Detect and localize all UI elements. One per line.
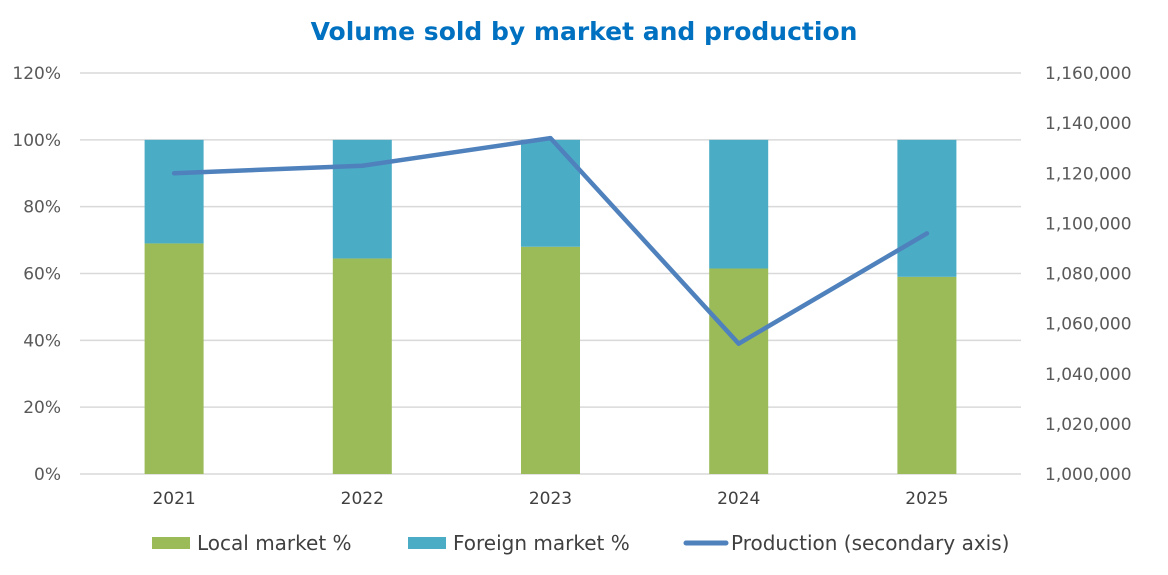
bar-foreign-2021 bbox=[144, 139, 204, 244]
bar-local-2025 bbox=[897, 276, 957, 474]
y-tick-label: 20% bbox=[23, 398, 61, 418]
y-tick-label: 60% bbox=[23, 265, 61, 285]
legend-label-0: Local market % bbox=[197, 531, 352, 555]
bar-local-2024 bbox=[709, 268, 769, 474]
chart-title: Volume sold by market and production bbox=[311, 17, 858, 46]
y2-tick-label: 1,140,000 bbox=[1045, 114, 1132, 134]
x-tick-label: 2022 bbox=[341, 489, 384, 509]
y2-tick-label: 1,040,000 bbox=[1045, 365, 1132, 385]
y2-tick-label: 1,060,000 bbox=[1045, 315, 1132, 335]
legend: Local market % Foreign market % Production… bbox=[152, 531, 1009, 555]
y2-tick-label: 1,100,000 bbox=[1045, 214, 1132, 234]
y2-tick-label: 1,000,000 bbox=[1045, 465, 1132, 485]
production-point-2022 bbox=[360, 163, 365, 168]
category-axis-ticks: 2021 2022 2023 2024 2025 bbox=[152, 489, 948, 509]
legend-label-2: Production (secondary axis) bbox=[731, 531, 1009, 555]
y-tick-label: 100% bbox=[12, 131, 61, 151]
bars bbox=[144, 139, 957, 474]
x-tick-label: 2025 bbox=[905, 489, 948, 509]
primary-axis-ticks: 0% 20% 40% 60% 80% 100% 120% bbox=[12, 64, 61, 485]
production-line bbox=[171, 135, 930, 346]
bar-foreign-2022 bbox=[332, 139, 392, 259]
secondary-axis-ticks: 1,000,000 1,020,000 1,040,000 1,060,000 1,08… bbox=[1045, 64, 1132, 485]
x-tick-label: 2021 bbox=[152, 489, 195, 509]
y2-tick-label: 1,160,000 bbox=[1045, 64, 1132, 84]
production-point-2023 bbox=[548, 136, 553, 141]
bar-foreign-2023 bbox=[521, 139, 580, 247]
production-point-2021 bbox=[172, 171, 177, 176]
x-tick-label: 2024 bbox=[717, 489, 760, 509]
y-tick-label: 0% bbox=[34, 465, 61, 485]
production-point-2025 bbox=[924, 231, 929, 236]
y-tick-label: 40% bbox=[23, 331, 61, 351]
x-tick-label: 2023 bbox=[529, 489, 572, 509]
bar-local-2023 bbox=[521, 246, 580, 474]
legend-swatch-1 bbox=[408, 537, 446, 549]
y2-tick-label: 1,120,000 bbox=[1045, 164, 1132, 184]
y2-tick-label: 1,020,000 bbox=[1045, 415, 1132, 435]
y2-tick-label: 1,080,000 bbox=[1045, 265, 1132, 285]
y-tick-label: 120% bbox=[12, 64, 61, 84]
bar-local-2021 bbox=[144, 243, 204, 474]
bar-foreign-2024 bbox=[709, 139, 769, 269]
legend-swatch-0 bbox=[152, 537, 190, 549]
bar-foreign-2025 bbox=[897, 139, 957, 277]
production-point-2024 bbox=[736, 341, 741, 346]
legend-label-1: Foreign market % bbox=[453, 531, 630, 555]
bar-local-2022 bbox=[332, 258, 392, 474]
y-tick-label: 80% bbox=[23, 198, 61, 218]
